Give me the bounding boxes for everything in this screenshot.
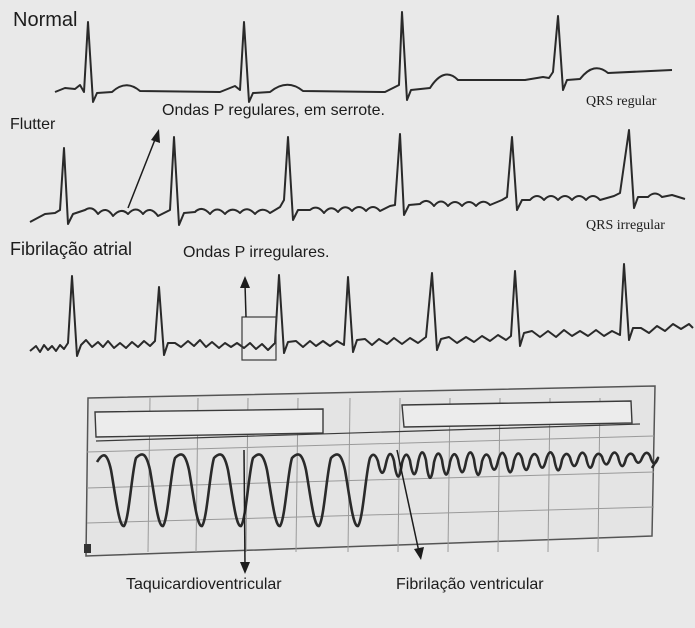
ventricular-strip [84, 385, 660, 557]
arrow-head-ondas-p-irregulares [240, 276, 250, 288]
label-flutter: Flutter [10, 116, 56, 133]
label-normal: Normal [13, 9, 78, 31]
label-taquicardio-ventricular: Taquicardioventricular [126, 576, 282, 593]
strip-corner-mark [84, 544, 91, 553]
strip-grid-line [86, 471, 655, 489]
label-fibrilacao-atrial: Fibrilação atrial [10, 239, 133, 259]
strip-grid-line [86, 506, 655, 524]
arrow-fibrilacao-ventricular [396, 449, 420, 553]
fibrilacao-atrial-trace [29, 263, 694, 357]
arrow-taquicardio [243, 449, 246, 567]
highlight-box [241, 316, 277, 361]
flutter-trace [29, 129, 686, 226]
arrow-head-taquicardio [240, 562, 250, 574]
strip-bar-left [94, 408, 324, 438]
arrow-head-ondas-p-regulares [151, 129, 160, 143]
ventricular-trace [95, 451, 660, 528]
strip-grid-line [347, 397, 351, 553]
arrow-ondas-p-irregulares [244, 283, 247, 318]
label-qrs-regular: QRS regular [586, 94, 657, 109]
label-qrs-irregular: QRS irregular [586, 218, 665, 233]
arrow-head-fibrilacao-ventricular [414, 547, 424, 560]
strip-grid-line [86, 435, 655, 453]
normal-trace [54, 11, 673, 103]
strip-bar-underline [95, 423, 641, 442]
label-ondas-p-regulares: Ondas P regulares, em serrote. [162, 102, 385, 119]
arrow-ondas-p-regulares [127, 136, 157, 209]
label-fibrilacao-ventricular: Fibrilação ventricular [396, 576, 544, 593]
label-ondas-p-irregulares: Ondas P irregulares. [183, 244, 330, 261]
strip-bar-right [401, 400, 633, 428]
